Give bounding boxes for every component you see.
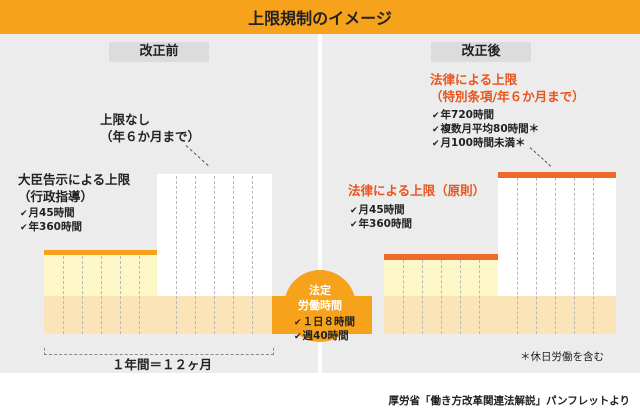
principle-limit-title: 法律による上限（原則）	[348, 183, 486, 198]
notice-limit-area	[44, 254, 157, 296]
notice-items: 月45時間 年360時間	[20, 206, 82, 234]
legal-hours-title-line-2: 労働時間	[298, 298, 342, 312]
legal-hours-item: 週40時間	[294, 329, 355, 343]
notice-line-1: 大臣告示による上限	[18, 172, 131, 187]
legal-hours-items: １日８時間 週40時間	[294, 315, 356, 343]
before-label: 改正前	[109, 42, 209, 62]
legal-hours-item: １日８時間	[294, 315, 356, 329]
no-limit-line-2: （年６か月まで）	[100, 128, 201, 144]
special-limit-line-1: 法律による上限	[430, 72, 518, 87]
legal-hours-title: 法定 労働時間	[284, 284, 356, 314]
notice-text: 大臣告示による上限 （行政指導）	[18, 172, 130, 206]
principle-limit-item: 年360時間	[350, 217, 412, 231]
diagram-title: 上限規制のイメージ	[0, 0, 640, 34]
legal-hours-title-line-1: 法定	[309, 284, 331, 297]
notice-limit-line	[44, 250, 157, 255]
holiday-note: ＊休日労働を含む	[520, 351, 604, 363]
no-limit-text: 上限なし （年６か月まで）	[100, 112, 200, 146]
special-limit-line-2: （特別条項/年６か月まで）	[430, 88, 585, 104]
principle-limit-line	[384, 254, 498, 260]
notice-line-2: （行政指導）	[18, 188, 94, 204]
special-limit-area	[498, 176, 616, 296]
special-limit-item: 複数月平均80時間＊	[432, 122, 540, 136]
principle-limit-item: 月45時間	[350, 203, 412, 217]
source-credit: 厚労省「働き方改革関連法解説」パンフレットより	[388, 395, 631, 407]
special-limit-line	[498, 172, 616, 178]
period-bracket	[44, 348, 274, 355]
special-limit-item: 年720時間	[432, 108, 539, 122]
special-limit-text: 法律による上限 （特別条項/年６か月まで）	[430, 72, 585, 106]
principle-limit-items: 月45時間 年360時間	[350, 203, 412, 231]
notice-item: 年360時間	[20, 220, 82, 234]
notice-item: 月45時間	[20, 206, 82, 220]
no-limit-line-1: 上限なし	[100, 112, 151, 127]
legal-hours-band-left	[44, 296, 272, 334]
legal-hours-band-right	[384, 296, 616, 334]
special-limit-items: 年720時間 複数月平均80時間＊ 月100時間未満＊	[432, 108, 540, 151]
special-limit-item: 月100時間未満＊	[432, 136, 539, 150]
period-label: １年間＝１２ヶ月	[112, 357, 213, 372]
after-label: 改正後	[431, 42, 531, 62]
